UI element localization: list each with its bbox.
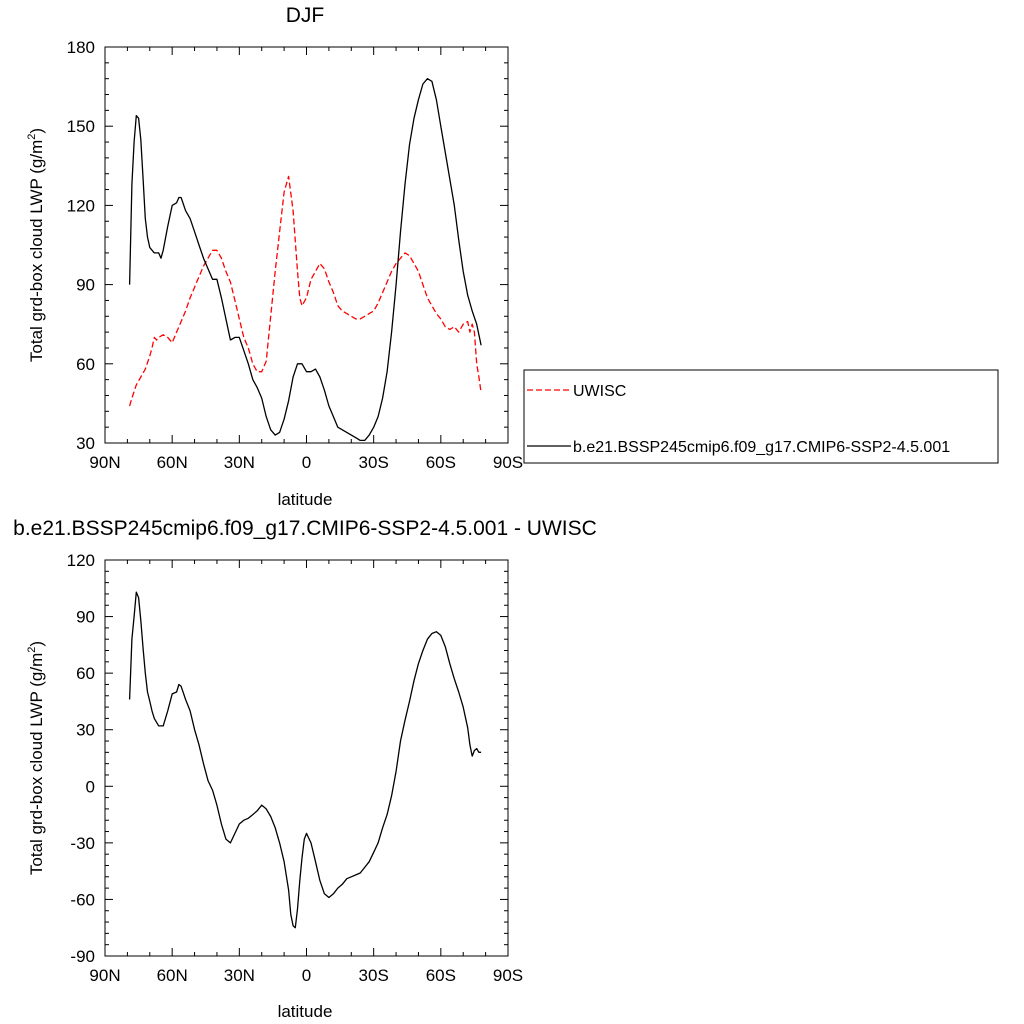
bottom-ytick-label: -60	[70, 890, 95, 909]
bottom-x-axis-label: latitude	[278, 1002, 333, 1021]
top-ytick-label: 150	[67, 117, 95, 136]
top-ytick-label: 30	[76, 434, 95, 453]
top-xtick-label: 60S	[426, 453, 456, 472]
top-y-axis-label-main: Total grd-box cloud LWP (g/m	[27, 140, 46, 362]
top-xtick-label: 90N	[89, 453, 120, 472]
bottom-y-axis-label-main: Total grd-box cloud LWP (g/m	[27, 653, 46, 875]
legend-label-uwisc: UWISC	[573, 383, 626, 400]
legend-box	[523, 369, 999, 464]
top-xtick-label: 0	[302, 453, 311, 472]
top-plot-frame	[104, 46, 509, 444]
top-xtick-label: 30N	[224, 453, 255, 472]
bottom-plot-frame	[104, 559, 509, 957]
bottom-xtick-label: 0	[302, 966, 311, 985]
bottom-chart-title: b.e21.BSSP245cmip6.f09_g17.CMIP6-SSP2-4.…	[13, 517, 597, 540]
bottom-xtick-label: 90S	[493, 966, 523, 985]
bottom-series-layer	[128, 591, 482, 929]
top-ytick-label: 120	[67, 196, 95, 215]
top-xtick-label: 90S	[493, 453, 523, 472]
bottom-y-axis-label-sup: 2	[26, 647, 38, 653]
bottom-ytick-label: 120	[67, 551, 95, 570]
top-ytick-label: 180	[67, 38, 95, 57]
bottom-series-line-difference	[128, 591, 482, 929]
bottom-panel: b.e21.BSSP245cmip6.f09_g17.CMIP6-SSP2-4.…	[13, 517, 597, 1021]
top-ytick-label: 90	[76, 276, 95, 295]
bottom-xtick-label: 30S	[359, 966, 389, 985]
legend: UWISC b.e21.BSSP245cmip6.f09_g17.CMIP6-S…	[523, 369, 999, 464]
bottom-xtick-label: 90N	[89, 966, 120, 985]
legend-label-model: b.e21.BSSP245cmip6.f09_g17.CMIP6-SSP2-4.…	[573, 439, 950, 456]
top-chart-title: DJF	[286, 4, 325, 27]
top-xtick-label: 60N	[157, 453, 188, 472]
bottom-ytick-label: 0	[86, 777, 95, 796]
bottom-y-axis-label-end: )	[27, 641, 46, 647]
bottom-ytick-label: 30	[76, 721, 95, 740]
bottom-ytick-label: 60	[76, 664, 95, 683]
top-series-layer	[128, 78, 482, 442]
bottom-ytick-label: -30	[70, 834, 95, 853]
bottom-y-axis-label: Total grd-box cloud LWP (g/m2)	[26, 641, 46, 875]
top-y-axis-label: Total grd-box cloud LWP (g/m2)	[26, 128, 46, 362]
top-x-axis-label: latitude	[278, 490, 333, 509]
bottom-xtick-label: 60N	[157, 966, 188, 985]
bottom-ticks: 90N 60N 30N 0 30S 60S 90S -90 -60 -30 0 30 60 90 120	[67, 551, 524, 985]
top-xtick-label: 30S	[359, 453, 389, 472]
bottom-ytick-label: 90	[76, 608, 95, 627]
top-ytick-label: 60	[76, 355, 95, 374]
bottom-ytick-label: -90	[70, 947, 95, 966]
bottom-xtick-label: 60S	[426, 966, 456, 985]
top-ticks: 90N 60N 30N 0 30S 60S 90S 30 60 90 120 150 180	[67, 38, 524, 472]
top-series-line-uwisc	[128, 175, 482, 407]
top-y-axis-label-end: )	[27, 128, 46, 134]
top-series-line-b-e21-bssp245cmip6-f09-g17-cmip6-ssp2-4-5-001	[128, 78, 482, 442]
top-y-axis-label-sup: 2	[26, 134, 38, 140]
bottom-xtick-label: 30N	[224, 966, 255, 985]
top-panel: DJF 90N 60N 30N 0 30S 60S 90S 30 60 90 120 150 180 l…	[26, 4, 523, 509]
